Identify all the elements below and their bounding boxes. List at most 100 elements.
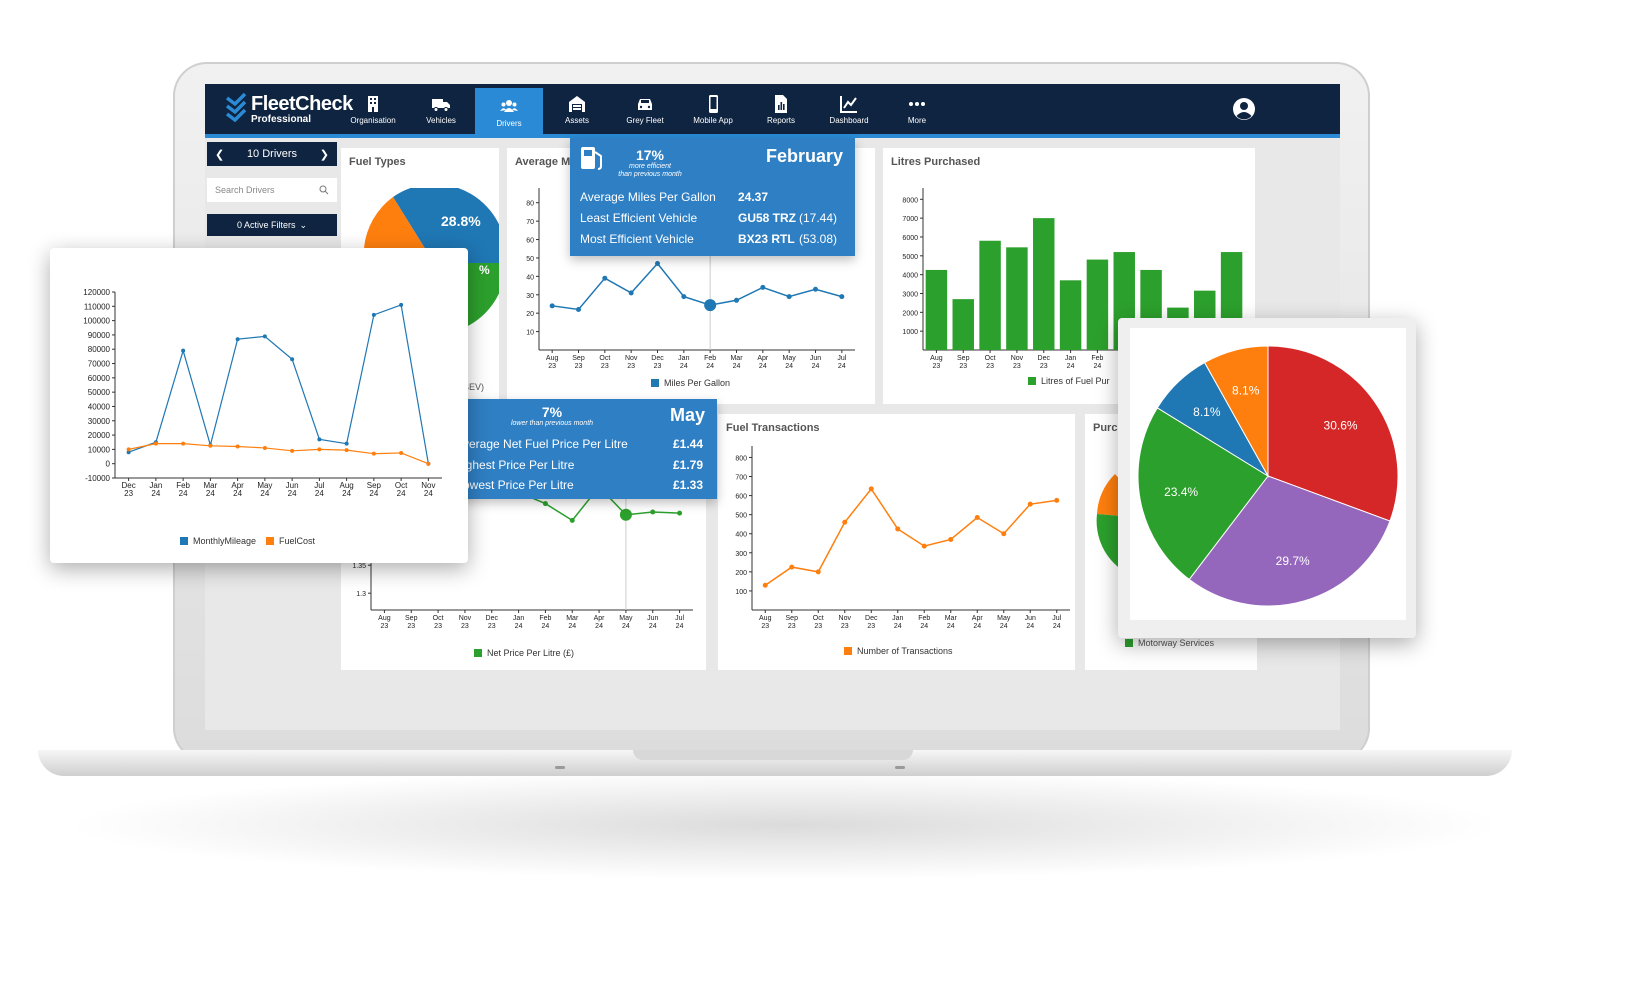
x-tick-label: Feb (1091, 355, 1103, 362)
data-point (619, 508, 632, 521)
data-point (344, 448, 349, 453)
y-tick-label: 300 (735, 551, 747, 558)
x-tick-label: Apr (594, 615, 606, 622)
data-point (815, 569, 821, 575)
data-point (399, 450, 404, 455)
y-tick-label: 50000 (88, 388, 111, 397)
x-tick-label: 24 (542, 623, 550, 630)
nav-drivers[interactable]: Drivers (475, 88, 543, 138)
x-tick-label: Aug (930, 355, 943, 362)
mpg-note: more efficient (628, 163, 672, 170)
y-tick-label: 80000 (88, 345, 111, 354)
x-tick-label: 23 (488, 623, 496, 630)
data-point (399, 302, 404, 307)
x-tick-label: Sep (957, 355, 970, 362)
brand-logo[interactable]: FleetCheck Professional (225, 92, 353, 126)
x-tick-label: Aug (546, 355, 559, 362)
nav-assets[interactable]: Assets (543, 86, 611, 134)
x-tick-label: 23 (601, 363, 609, 370)
x-tick-label: Nov (1011, 355, 1024, 362)
x-tick-label: Nov (421, 481, 435, 490)
x-tick-label: Feb (918, 615, 930, 622)
price-percent: 7% (541, 404, 563, 420)
x-tick-label: 23 (1013, 363, 1021, 370)
x-tick-label: 24 (676, 623, 684, 630)
x-tick-label: 24 (288, 489, 297, 498)
x-tick-label: 24 (315, 489, 324, 498)
nav-mobile-app[interactable]: Mobile App (679, 86, 747, 134)
chevron-down-icon: ⌄ (299, 219, 308, 230)
y-tick-label: 0 (106, 460, 111, 469)
pie-label: 8.1% (1193, 405, 1221, 419)
x-tick-label: 24 (151, 489, 160, 498)
x-tick-label: Apr (757, 355, 769, 362)
top-navbar (205, 84, 1340, 134)
bar (1006, 247, 1028, 350)
legend-swatch (1028, 377, 1036, 385)
x-tick-label: Mar (945, 615, 958, 622)
nav-reports[interactable]: Reports (747, 86, 815, 134)
x-tick-label: 24 (733, 363, 741, 370)
price-row-value: £1.79 (672, 458, 703, 472)
card-title: Fuel Types (349, 156, 406, 168)
x-tick-label: 23 (124, 489, 133, 498)
x-tick-label: Oct (813, 615, 824, 622)
x-tick-label: 24 (179, 489, 188, 498)
x-tick-label: Nov (839, 615, 852, 622)
nav-organisation[interactable]: Organisation (339, 86, 407, 134)
y-tick-label: 800 (735, 455, 747, 462)
x-tick-label: Jun (286, 481, 299, 490)
x-tick-label: Mar (730, 355, 743, 362)
x-tick-label: 24 (622, 623, 630, 630)
x-tick-label: Apr (972, 615, 984, 622)
x-tick-label: 24 (397, 489, 406, 498)
y-tick-label: 50 (526, 256, 534, 263)
x-tick-label: Jan (513, 615, 524, 622)
bar (1059, 280, 1082, 350)
y-tick-label: 7000 (902, 216, 918, 223)
drivers-selector[interactable]: ❮ 10 Drivers ❯ (207, 142, 337, 166)
y-tick-label: 5000 (902, 254, 918, 261)
y-tick-label: 10 (526, 330, 534, 337)
nav-grey-fleet[interactable]: Grey Fleet (611, 86, 679, 134)
chevron-right-icon[interactable]: ❯ (319, 148, 329, 161)
nav-vehicles[interactable]: Vehicles (407, 86, 475, 134)
y-tick-label: 600 (735, 494, 747, 501)
x-tick-label: 24 (812, 363, 820, 370)
y-tick-label: 10000 (88, 445, 111, 454)
data-point (426, 461, 431, 466)
user-account-icon[interactable] (1232, 97, 1256, 121)
pie-slice (393, 188, 499, 263)
x-tick-label: 23 (788, 623, 796, 630)
x-tick-label: 24 (260, 489, 269, 498)
y-tick-label: 500 (735, 513, 747, 520)
nav-dashboard[interactable]: Dashboard (815, 86, 883, 134)
search-drivers-input[interactable]: Search Drivers (207, 178, 337, 202)
price-row-value: £1.44 (672, 437, 703, 451)
pie-slice (1203, 345, 1269, 478)
y-tick-label: 70000 (88, 360, 111, 369)
nav-more[interactable]: More (883, 86, 951, 134)
y-tick-label: 400 (735, 532, 747, 539)
x-tick-label: 24 (947, 623, 955, 630)
y-tick-label: 40000 (88, 402, 111, 411)
legend-swatch (266, 537, 275, 545)
x-tick-label: 24 (1053, 623, 1061, 630)
chevron-left-icon[interactable]: ❮ (215, 148, 225, 161)
x-tick-label: 24 (515, 623, 523, 630)
x-tick-label: Sep (367, 481, 382, 490)
y-tick-label: 100 (735, 589, 747, 596)
x-tick-label: 24 (680, 363, 688, 370)
data-point (235, 337, 240, 342)
x-tick-label: Dec (122, 481, 136, 490)
mpg-row-label: Least Efficient Vehicle (580, 211, 698, 225)
active-filters-button[interactable]: 0 Active Filters ⌄ (207, 214, 337, 236)
data-point (762, 582, 768, 588)
y-tick-label: 60000 (88, 374, 111, 383)
x-tick-label: 24 (595, 623, 603, 630)
data-point (677, 510, 683, 516)
bar (979, 240, 1001, 350)
pie-slice (1267, 345, 1399, 522)
legend-label: Miles Per Gallon (664, 378, 731, 388)
litres-legend: Litres of Fuel Pur (1028, 376, 1110, 386)
